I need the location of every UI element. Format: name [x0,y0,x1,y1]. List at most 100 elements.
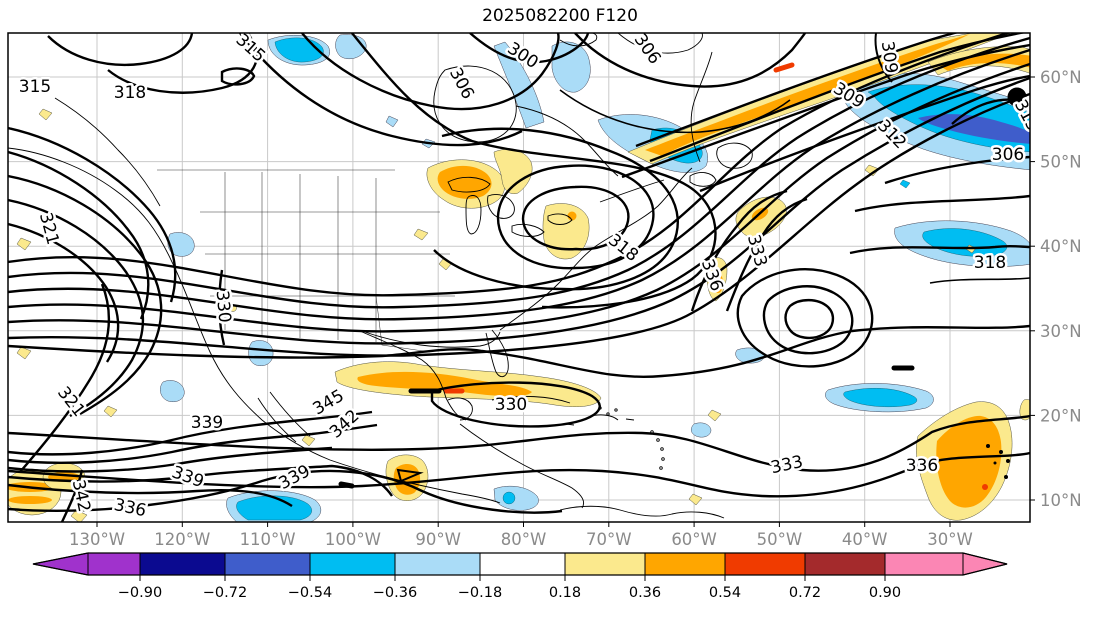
map-speck [986,444,990,448]
contour-label: 339 [191,413,223,433]
x-tick-label: 60°W [671,530,717,549]
colorbar-segment [87,552,141,576]
contour-closed-high [762,285,854,355]
neg-shade-patch [385,115,399,128]
contour-label: 330 [212,290,235,324]
contour-line [351,33,717,309]
coastline [8,147,501,504]
colorbar-tick-label: 0.72 [789,585,821,601]
contour-label: 315 [19,77,51,97]
low-center-marker [1007,87,1027,107]
contour-line [8,198,145,418]
colorbar-tick-label: −0.54 [288,585,332,601]
contour-line [8,126,177,303]
coastline-layer [8,33,753,519]
colorbar: −0.90 −0.72 −0.54 −0.36 −0.18 0.18 0.36 0.54 0.7… [32,552,1008,601]
x-tick-label: 40°W [842,530,888,549]
lake [547,213,573,225]
coastline [257,391,311,443]
marker-layer [986,87,1027,479]
pos-shade-patch [70,509,88,522]
map-frame [7,32,1031,523]
contour-closed-high [736,268,874,368]
colorbar-segment [644,552,726,576]
neg-shade-patch [843,388,917,407]
island [660,447,664,451]
island [661,457,665,461]
colorbar-tick-label: −0.18 [458,585,502,601]
coastline [459,423,584,509]
island [614,408,618,412]
y-axis: 60°N 50°N 40°N 30°N 20°N 10°N [1030,68,1082,510]
neg-shade-patch [502,491,516,505]
contour-line [8,150,150,320]
contour-line [8,174,163,416]
colorbar-tick-label: −0.72 [203,585,247,601]
colorbar-tick-label: −0.90 [118,585,162,601]
contour-line [559,89,791,134]
y-tick-label: 30°N [1040,322,1082,341]
colorbar-outline [32,552,1008,576]
colorbar-segment [724,552,806,576]
colorbar-tick-label: 0.18 [549,585,581,601]
contour-line [218,269,226,346]
neg-shade-patch [248,340,274,366]
contour-line [574,33,807,88]
pos-shade-patch [1019,399,1030,421]
x-tick-label: 110°W [240,530,296,549]
pos-shade-patch [688,493,703,506]
pos-shade-patch [542,203,590,260]
contour-line [19,283,111,473]
contour-line [621,43,1030,179]
pos-shade-patch [413,228,429,241]
x-tick-label: 70°W [586,530,632,549]
contour-line [849,244,1030,255]
pos-shade-extreme [982,484,988,490]
pos-shade-patch [8,496,52,504]
x-tick-label: 30°W [927,530,973,549]
contour-label: 336 [906,456,938,476]
contour-triangle [396,468,424,483]
contour-line [635,33,959,148]
contour-line [929,277,1030,284]
contour-layer [8,33,1030,522]
pos-shade-patch [864,164,880,177]
pos-shade-extreme [773,62,795,73]
coastline [54,97,161,207]
contour-line [699,74,1030,193]
lake [465,195,482,235]
contour-line [649,33,1027,163]
south-america-coast [559,505,725,519]
x-axis: 130°W 120°W 110°W 100°W 90°W 80°W 70°W 60°W 50°W… [69,522,973,549]
contour-line [8,451,1030,498]
coastline [515,105,619,177]
lake [447,176,491,193]
neg-shade-patch [167,232,195,257]
contour-line [8,324,1030,378]
contour-label: 306 [992,145,1024,165]
island [606,412,610,416]
x-tick-label: 100°W [325,530,381,549]
pos-shade-patch [16,237,32,251]
colorbar-segment [564,552,646,576]
contour-label: 318 [114,83,146,103]
neg-shade-patch [918,114,1030,144]
neg-shade-patch [493,485,539,511]
contour-line [8,469,563,514]
map-speck [999,450,1003,454]
contour-line [469,33,590,64]
contour-line [8,92,1030,357]
contour-line [8,36,1030,309]
x-tick-label: 90°W [415,530,461,549]
contour-closed-low [496,164,655,270]
colorbar-segment [224,552,311,576]
pos-shade-patch [357,371,532,397]
contour-line [8,222,120,363]
coastline [689,172,717,187]
contour-closed-high [784,298,835,340]
map-speck [993,461,997,465]
coastline [716,142,753,169]
island [656,438,660,442]
colorbar-segment [884,552,964,576]
neg-shade-patch [236,495,312,521]
